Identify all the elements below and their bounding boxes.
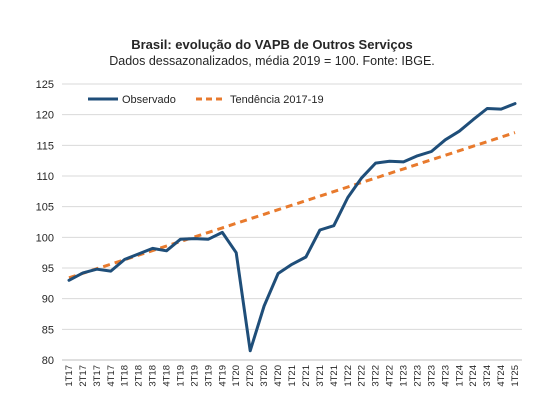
x-tick-label: 4T20 [273,365,284,387]
y-tick-label: 85 [42,324,54,336]
y-tick-label: 90 [42,294,54,306]
x-tick-label: 2T19 [189,365,200,387]
gridlines [62,83,522,361]
y-tick-label: 120 [36,110,54,122]
x-tick-label: 3T17 [92,365,103,387]
legend: Observado Tendência 2017-19 [88,94,324,106]
y-tick-label: 110 [36,171,54,183]
x-axis-ticks: 1T17 2T17 3T17 4T17 1T18 2T18 3T18 4T18 1T19 2T19… [64,365,521,387]
x-tick-label: 1T18 [120,365,131,387]
y-tick-label: 125 [36,79,54,91]
y-tick-label: 115 [36,140,54,152]
y-tick-label: 80 [42,355,54,367]
x-tick-label: 4T24 [496,365,507,387]
legend-label-tendencia: Tendência 2017-19 [230,94,324,106]
x-tick-label: 1T21 [287,365,298,387]
x-tick-label: 3T21 [315,365,326,387]
x-tick-label: 1T19 [175,365,186,387]
y-tick-label: 95 [42,263,54,275]
x-tick-label: 4T22 [385,365,396,387]
x-tick-label: 4T23 [440,365,451,387]
x-tick-label: 1T25 [510,365,521,387]
y-tick-label: 100 [36,232,54,244]
x-tick-label: 4T17 [106,365,117,387]
x-tick-label: 3T23 [426,365,437,387]
x-tick-label: 1T22 [343,365,354,387]
series-line-observado [67,102,517,353]
chart-title: Brasil: evolução do VAPB de Outros Servi… [131,37,413,52]
x-tick-label: 2T18 [134,365,145,387]
x-tick-label: 2T24 [468,365,479,387]
x-tick-label: 4T19 [217,365,228,387]
y-axis-ticks: 80 85 90 95 100 105 110 115 120 125 [36,79,54,367]
x-tick-label: 1T24 [454,365,465,387]
chart-subtitle: Dados dessazonalizados, média 2019 = 100… [109,54,435,68]
x-tick-label: 2T20 [245,365,256,387]
x-tick-label: 3T19 [203,365,214,387]
x-tick-label: 1T17 [64,365,75,387]
x-tick-label: 3T22 [371,365,382,387]
x-tick-label: 3T18 [148,365,159,387]
x-tick-label: 2T21 [301,365,312,387]
x-tick-label: 3T20 [259,365,270,387]
x-tick-label: 4T18 [162,365,173,387]
y-tick-label: 105 [36,202,54,214]
x-tick-label: 2T22 [357,365,368,387]
x-tick-label: 1T20 [231,365,242,387]
series-lines [67,102,517,353]
x-tick-label: 3T24 [482,365,493,387]
x-tick-label: 1T23 [399,365,410,387]
x-tick-label: 2T17 [78,365,89,387]
x-tick-label: 2T23 [412,365,423,387]
x-tick-label: 4T21 [329,365,340,387]
legend-label-observado: Observado [122,94,176,106]
